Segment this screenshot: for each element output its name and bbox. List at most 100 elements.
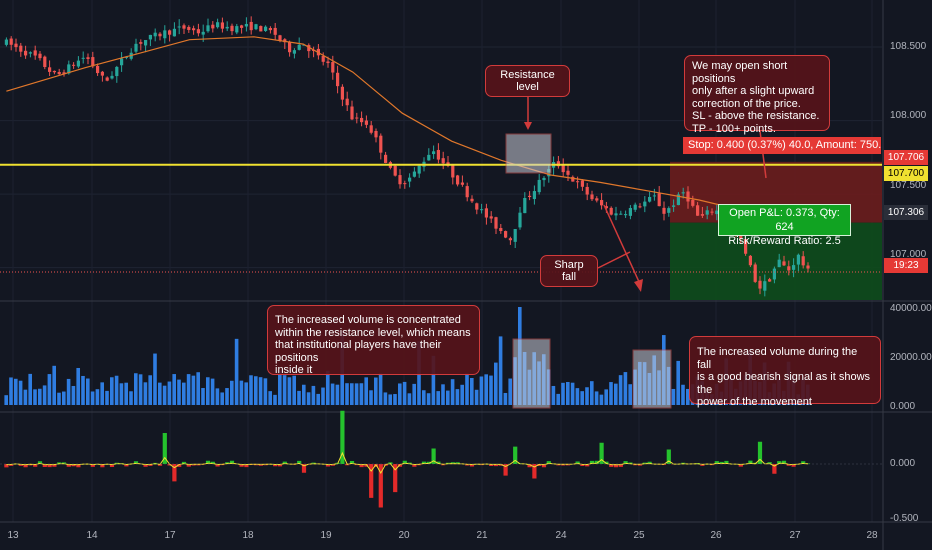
volume-bar bbox=[191, 375, 196, 405]
volume-bar bbox=[81, 375, 85, 405]
resistance-pointer-head bbox=[524, 122, 532, 130]
candle-body bbox=[124, 56, 128, 58]
volume-bar bbox=[186, 374, 191, 405]
candle-body bbox=[456, 175, 460, 185]
candle-body bbox=[417, 165, 421, 174]
volume-bar bbox=[196, 372, 200, 405]
candle-body bbox=[571, 176, 575, 182]
volume-bar bbox=[388, 394, 392, 405]
candle-body bbox=[652, 195, 656, 197]
date-tick: 24 bbox=[555, 530, 567, 541]
candle-body bbox=[187, 26, 191, 30]
volume-bar bbox=[498, 336, 503, 405]
candle-body bbox=[28, 52, 32, 54]
volume-bar bbox=[95, 389, 100, 405]
volume-bar bbox=[354, 383, 359, 405]
volume-bar bbox=[153, 353, 157, 405]
candle-body bbox=[763, 281, 767, 291]
candle-body bbox=[686, 191, 690, 202]
candle-body bbox=[441, 158, 445, 164]
volume-bar bbox=[614, 383, 618, 405]
volume-bar bbox=[330, 383, 335, 405]
volume-bar bbox=[239, 380, 244, 405]
volume-tick: 20000.000 bbox=[890, 352, 932, 363]
candle-body bbox=[302, 44, 306, 46]
volume-bar bbox=[206, 377, 210, 405]
open-pnl-label: Open P&L: 0.373, Qty: 624 Risk/Reward Ra… bbox=[718, 204, 851, 247]
candle-body bbox=[638, 206, 642, 208]
candle-body bbox=[758, 280, 762, 289]
volume-bar bbox=[215, 388, 220, 405]
volume-bar bbox=[306, 392, 311, 405]
candle-body bbox=[537, 179, 541, 193]
volume-bar bbox=[383, 392, 388, 405]
candle-body bbox=[436, 149, 440, 160]
candle-body bbox=[744, 239, 748, 254]
volume-bar bbox=[345, 383, 349, 405]
candle-body bbox=[48, 67, 52, 72]
candle-body bbox=[326, 61, 330, 64]
candle-body bbox=[321, 56, 325, 62]
volume-bar bbox=[182, 382, 186, 405]
volume-highlight-box bbox=[512, 338, 551, 409]
volume-bar bbox=[129, 391, 133, 405]
candle-body bbox=[600, 200, 604, 206]
candle-body bbox=[115, 66, 119, 77]
date-tick: 13 bbox=[7, 530, 19, 541]
volume-bar bbox=[268, 391, 272, 405]
candle-body bbox=[33, 50, 37, 56]
candle-body bbox=[412, 171, 416, 177]
date-tick: 28 bbox=[866, 530, 878, 541]
candle-body bbox=[24, 50, 28, 56]
volume-bar bbox=[62, 391, 66, 405]
candle-body bbox=[355, 117, 359, 119]
candle-body bbox=[139, 42, 143, 44]
candle-body bbox=[691, 199, 695, 206]
candle-body bbox=[177, 26, 181, 28]
volume-bar bbox=[479, 376, 484, 405]
candle-body bbox=[292, 50, 296, 54]
volume-bar bbox=[23, 389, 28, 405]
candle-body bbox=[374, 130, 378, 138]
candle-body bbox=[67, 64, 71, 74]
volume-bar bbox=[134, 373, 138, 405]
candle-body bbox=[585, 186, 589, 195]
candle-body bbox=[196, 29, 200, 34]
candle-body bbox=[614, 213, 618, 216]
candle-body bbox=[331, 62, 335, 73]
volume-bar bbox=[90, 391, 95, 405]
candle-body bbox=[624, 214, 628, 216]
volume-bar bbox=[66, 378, 71, 405]
date-tick: 26 bbox=[710, 530, 722, 541]
candle-body bbox=[427, 154, 431, 161]
candle-body bbox=[748, 255, 752, 266]
price-tick: 108.500 bbox=[890, 41, 927, 52]
candle-body bbox=[753, 264, 757, 282]
volume-bar bbox=[609, 382, 613, 405]
volume-bar bbox=[594, 391, 599, 405]
volume-bar bbox=[570, 382, 575, 405]
candle-body bbox=[134, 43, 138, 52]
candle-body bbox=[475, 203, 479, 210]
volume-bar bbox=[465, 373, 469, 405]
candle-body bbox=[561, 164, 565, 173]
volume-bar bbox=[378, 373, 383, 405]
candle-body bbox=[715, 210, 719, 215]
candle-body bbox=[648, 196, 652, 202]
candle-body bbox=[350, 106, 354, 120]
volume-bar bbox=[148, 375, 152, 405]
volume-bar bbox=[676, 360, 680, 405]
candle-body bbox=[283, 39, 287, 43]
volume-bar bbox=[201, 388, 205, 405]
candle-body bbox=[768, 279, 772, 282]
candle-body bbox=[393, 165, 397, 176]
candle-body bbox=[403, 183, 407, 185]
candle-body bbox=[96, 65, 100, 74]
candle-body bbox=[806, 265, 810, 269]
candle-body bbox=[168, 30, 172, 35]
candle-body bbox=[705, 210, 709, 215]
volume-bar bbox=[244, 382, 248, 405]
volume-bar bbox=[278, 370, 282, 405]
date-tick: 21 bbox=[476, 530, 488, 541]
candle-body bbox=[657, 193, 661, 207]
